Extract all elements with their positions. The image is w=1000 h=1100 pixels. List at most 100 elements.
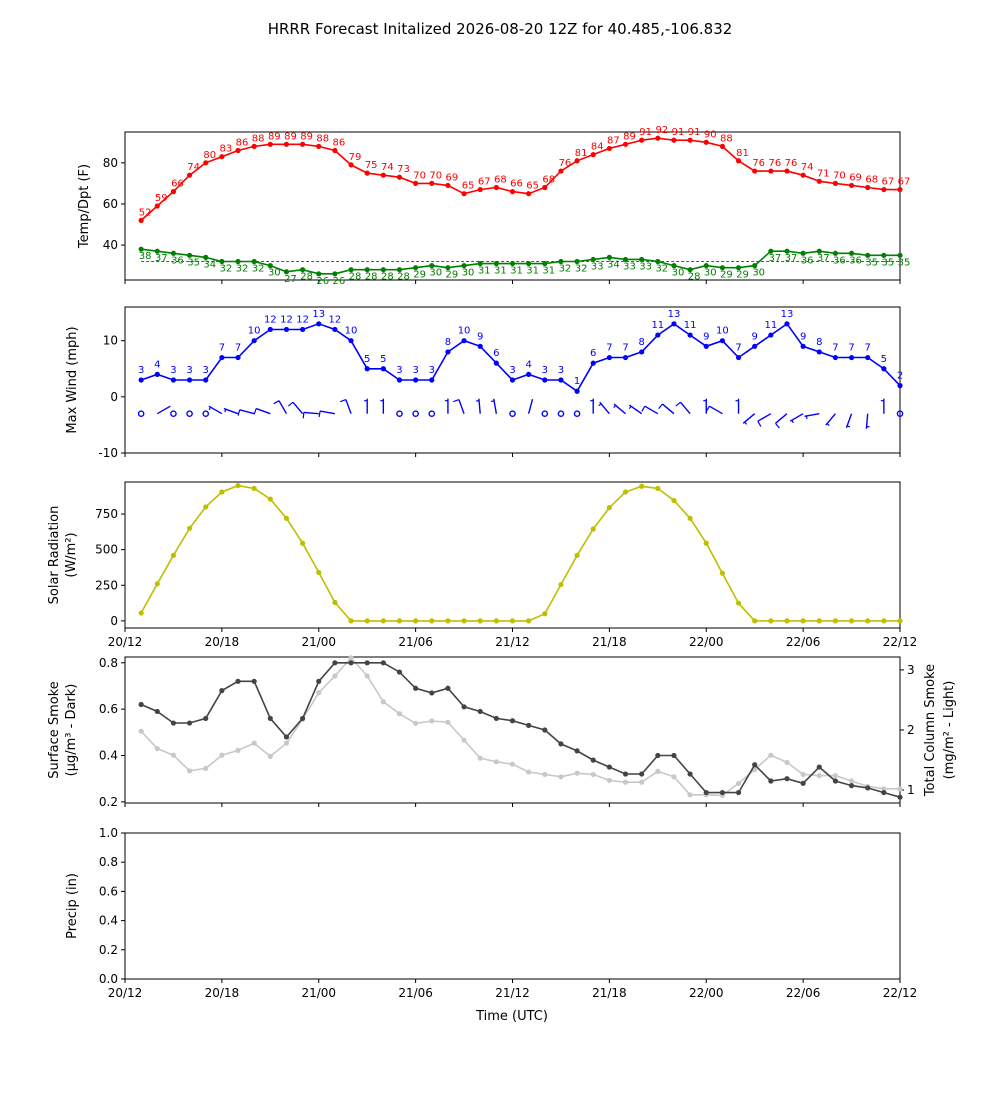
data-point xyxy=(832,180,839,186)
data-point xyxy=(332,673,338,679)
data-point xyxy=(283,515,290,521)
wind-barb-calm xyxy=(509,410,516,417)
wind-barb-half-feather xyxy=(791,419,794,424)
data-label: 91 xyxy=(639,127,652,138)
data-point xyxy=(364,618,370,624)
plot-frame xyxy=(124,832,901,980)
data-point xyxy=(752,762,758,768)
data-point xyxy=(186,720,193,726)
data-label: 30 xyxy=(752,268,765,279)
data-point xyxy=(429,618,435,624)
data-point xyxy=(203,377,209,383)
data-label: 7 xyxy=(219,343,225,354)
data-label: 75 xyxy=(365,160,378,171)
data-point xyxy=(235,482,241,489)
data-point xyxy=(784,168,790,174)
data-point xyxy=(542,727,548,733)
data-label: 91 xyxy=(688,127,701,138)
data-point xyxy=(283,740,290,746)
data-point xyxy=(848,778,855,784)
data-point xyxy=(380,660,386,666)
data-label: 67 xyxy=(898,177,911,188)
y-axis-label: Solar Radiation xyxy=(47,506,62,605)
data-label: 36 xyxy=(801,255,814,266)
data-point xyxy=(574,388,580,394)
x-tick-label: 20/18 xyxy=(205,635,240,649)
data-label: 31 xyxy=(526,266,539,277)
data-point xyxy=(622,141,629,147)
data-point xyxy=(622,779,629,785)
data-point xyxy=(251,258,257,265)
data-label: 38 xyxy=(139,251,152,262)
wind-barb-feather xyxy=(705,405,710,412)
data-point xyxy=(138,217,144,223)
data-point xyxy=(735,265,742,271)
data-point xyxy=(235,354,241,361)
wind-barb-feather xyxy=(340,399,347,403)
data-point xyxy=(816,248,822,254)
data-point xyxy=(316,690,322,696)
data-point xyxy=(768,248,774,254)
wind-barb-feather xyxy=(253,408,257,415)
data-point xyxy=(445,265,451,271)
data-point xyxy=(897,794,903,800)
data-point xyxy=(493,715,499,722)
data-point xyxy=(574,748,580,754)
wind-barb-calm xyxy=(541,410,549,417)
data-point xyxy=(235,258,241,265)
wind-barb-feather xyxy=(658,403,663,410)
data-point xyxy=(138,701,144,708)
data-point xyxy=(655,752,661,759)
wind-barb xyxy=(303,411,319,415)
data-label: 84 xyxy=(591,142,604,153)
data-point xyxy=(348,338,354,344)
data-point xyxy=(380,366,386,372)
data-label: 89 xyxy=(623,131,636,142)
data-point xyxy=(526,191,532,197)
data-point xyxy=(219,258,225,265)
data-point xyxy=(154,371,160,377)
data-point xyxy=(170,720,177,726)
data-point xyxy=(251,143,257,149)
data-point xyxy=(203,715,209,722)
wind-barb-half-feather xyxy=(826,423,830,427)
data-point xyxy=(267,326,273,333)
data-point xyxy=(461,618,467,624)
data-label: 34 xyxy=(203,259,216,270)
data-point xyxy=(881,186,887,193)
data-point xyxy=(865,354,871,361)
data-point xyxy=(558,774,564,780)
data-point xyxy=(784,776,790,782)
data-point xyxy=(816,764,822,770)
data-point xyxy=(590,757,596,763)
data-point xyxy=(203,765,209,772)
data-label: 3 xyxy=(429,365,435,376)
wind-barb-feather xyxy=(641,405,646,412)
series-line xyxy=(140,661,901,798)
data-label: 30 xyxy=(429,268,442,279)
data-point xyxy=(348,267,354,273)
data-point xyxy=(413,720,419,726)
y-tick-label: 80 xyxy=(103,156,118,170)
data-label: 88 xyxy=(316,133,329,144)
data-point xyxy=(848,783,855,789)
data-point xyxy=(316,271,322,277)
data-point xyxy=(477,186,483,193)
data-label: 29 xyxy=(736,270,749,281)
data-label: 76 xyxy=(752,158,765,169)
wind-barb xyxy=(709,405,723,415)
data-label: 81 xyxy=(736,148,749,159)
data-point xyxy=(784,248,790,254)
data-point xyxy=(574,770,580,776)
wind-barb xyxy=(845,413,853,429)
data-label: 31 xyxy=(478,266,491,277)
wind-barb-half-feather xyxy=(491,400,495,403)
y-axis-label: Temp/Dpt (F) xyxy=(77,164,92,249)
data-label: 10 xyxy=(716,326,729,337)
data-point xyxy=(590,771,596,778)
data-point xyxy=(316,143,322,149)
data-label: 74 xyxy=(381,162,394,173)
data-label: 12 xyxy=(329,314,342,325)
